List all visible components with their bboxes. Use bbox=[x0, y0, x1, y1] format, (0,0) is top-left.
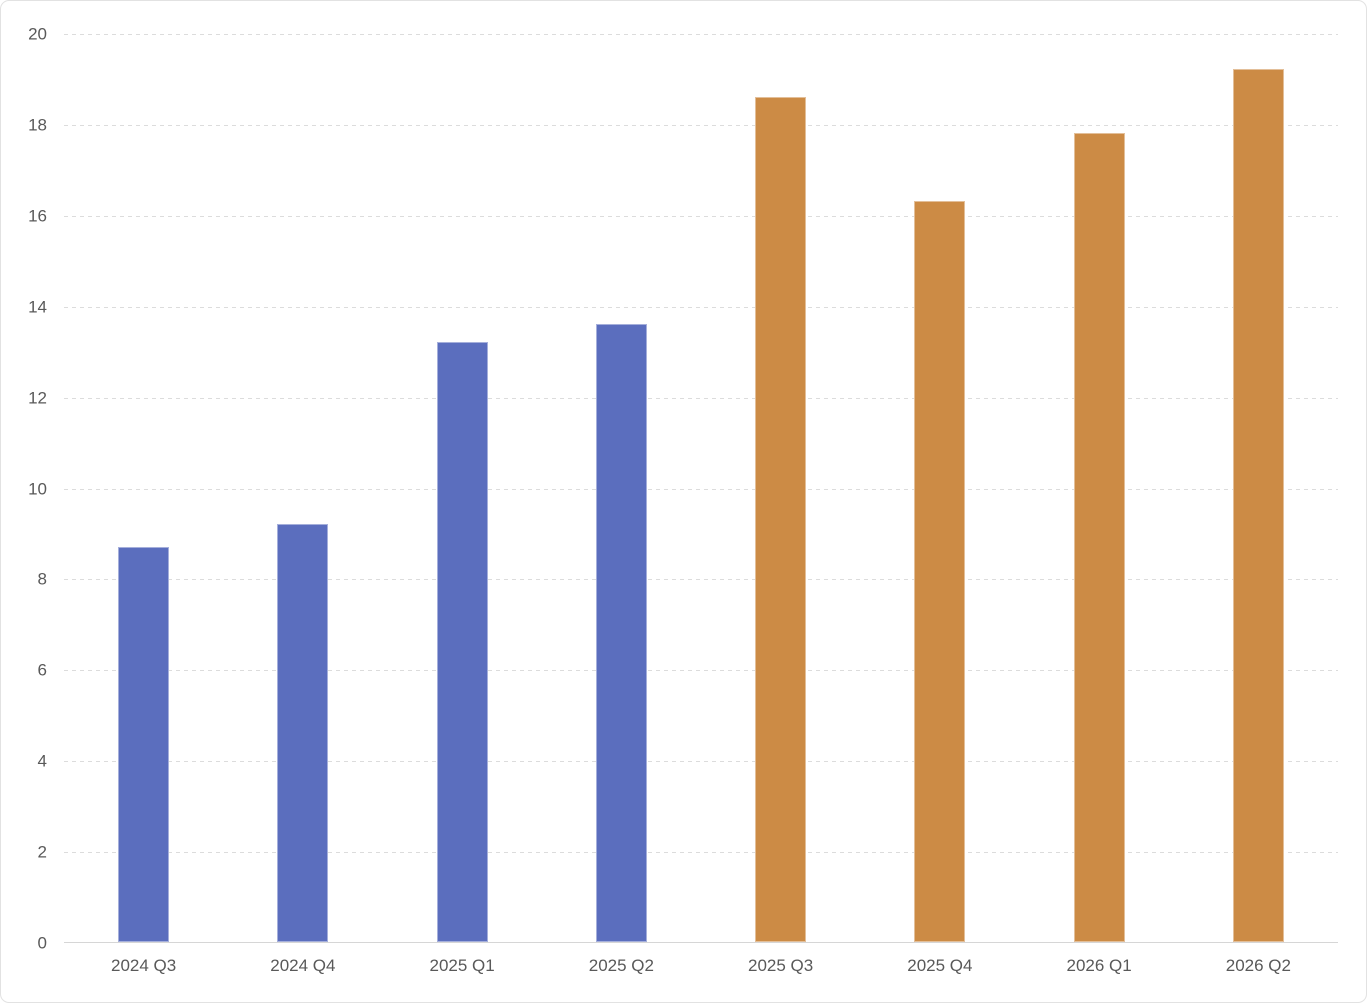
x-tick-label-2025-q3: 2025 Q3 bbox=[748, 956, 814, 975]
gridline-12 bbox=[64, 397, 1338, 399]
bar-2024-q3 bbox=[118, 546, 170, 942]
gridline-14 bbox=[64, 306, 1338, 308]
gridline-18 bbox=[64, 124, 1338, 126]
gridline-6 bbox=[64, 670, 1338, 672]
gridline-4 bbox=[64, 761, 1338, 763]
y-tick-label-0: 0 bbox=[37, 933, 47, 953]
bar-2026-q2 bbox=[1232, 69, 1284, 942]
gridline-16 bbox=[64, 215, 1338, 217]
x-tick-label-2026-q2: 2026 Q2 bbox=[1225, 956, 1291, 975]
y-tick-label-8: 8 bbox=[37, 569, 47, 589]
x-tick-label-2024-q3: 2024 Q3 bbox=[111, 956, 177, 975]
bar-2026-q1 bbox=[1073, 133, 1125, 942]
y-tick-label-18: 18 bbox=[28, 115, 47, 135]
y-tick-label-2: 2 bbox=[37, 842, 47, 862]
x-tick-label-2025-q2: 2025 Q2 bbox=[588, 956, 654, 975]
y-tick-label-6: 6 bbox=[37, 660, 47, 680]
gridline-20 bbox=[64, 34, 1338, 35]
gridline-8 bbox=[64, 579, 1338, 581]
x-tick-label-2026-q1: 2026 Q1 bbox=[1066, 956, 1132, 975]
y-axis: 0 2 4 6 8 10 12 14 16 18 20 bbox=[1, 26, 47, 952]
y-tick-label-14: 14 bbox=[28, 297, 47, 317]
bar-2025-q2 bbox=[595, 323, 647, 942]
y-tick-label-4: 4 bbox=[37, 751, 47, 771]
bar-2025-q1 bbox=[436, 342, 488, 942]
gridline-2 bbox=[64, 852, 1338, 854]
plot-area bbox=[64, 34, 1338, 943]
y-tick-label-20: 20 bbox=[28, 24, 47, 44]
x-axis-line bbox=[64, 942, 1338, 943]
x-tick-label-2025-q4: 2025 Q4 bbox=[907, 956, 973, 975]
y-tick-label-16: 16 bbox=[28, 206, 47, 226]
bar-2025-q3 bbox=[755, 96, 807, 942]
bar-2025-q4 bbox=[914, 201, 966, 942]
x-tick-label-2024-q4: 2024 Q4 bbox=[270, 956, 336, 975]
gridline-10 bbox=[64, 488, 1338, 490]
y-tick-label-12: 12 bbox=[28, 388, 47, 408]
x-axis: 2024 Q3 2024 Q4 2025 Q1 2025 Q2 2025 Q3 2025 … bbox=[64, 956, 1338, 986]
y-tick-label-10: 10 bbox=[28, 479, 47, 498]
x-tick-label-2025-q1: 2025 Q1 bbox=[429, 956, 495, 975]
bar-2024-q4 bbox=[277, 523, 329, 942]
